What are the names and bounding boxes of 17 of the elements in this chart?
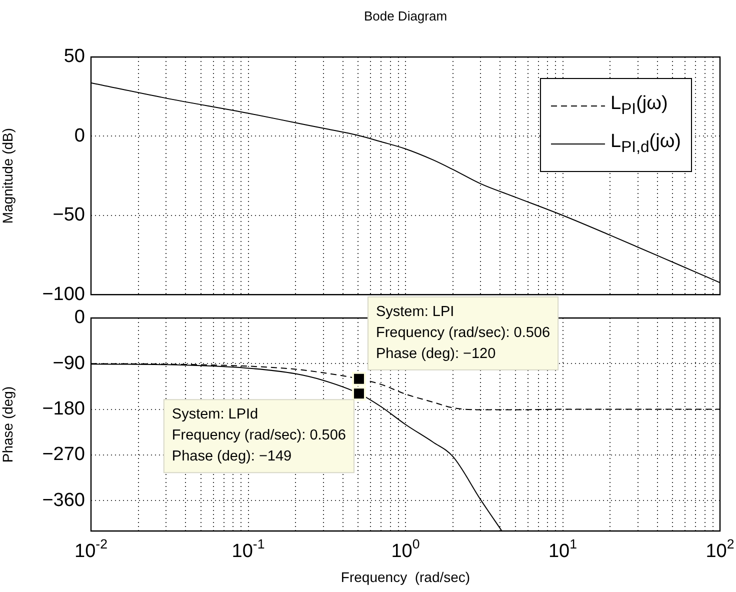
annotation: System: LPI Frequency (rad/sec): 0.506 Phase (deg): −120 — [376, 304, 550, 362]
chart-title: Bode Diagram — [364, 8, 448, 24]
y-tick-label: −90 — [52, 352, 85, 374]
y-tick-label: 0 — [74, 307, 85, 328]
annotation: System: LPId Frequency (rad/sec): 0.506 Phase (deg): −149 — [172, 406, 346, 465]
y-tick-label: −50 — [52, 204, 85, 226]
y-tick-label: −100 — [42, 284, 85, 305]
legend-label: L$_{PI,d}$(jω) — [610, 131, 681, 157]
y-axis-title: Phase (deg) — [0, 386, 16, 463]
x-axis-title: Frequency (rad/sec) — [340, 568, 470, 585]
y-tick-label: −270 — [42, 444, 85, 466]
y-tick-label: 50 — [64, 46, 85, 68]
y-axis-title: Magnitude (dB) — [0, 128, 16, 224]
legend-label: L$_{PI}$(jω) — [610, 93, 668, 119]
y-tick-label: −360 — [42, 490, 85, 511]
y-tick-label: 0 — [74, 125, 85, 146]
y-tick-label: −180 — [42, 398, 85, 420]
